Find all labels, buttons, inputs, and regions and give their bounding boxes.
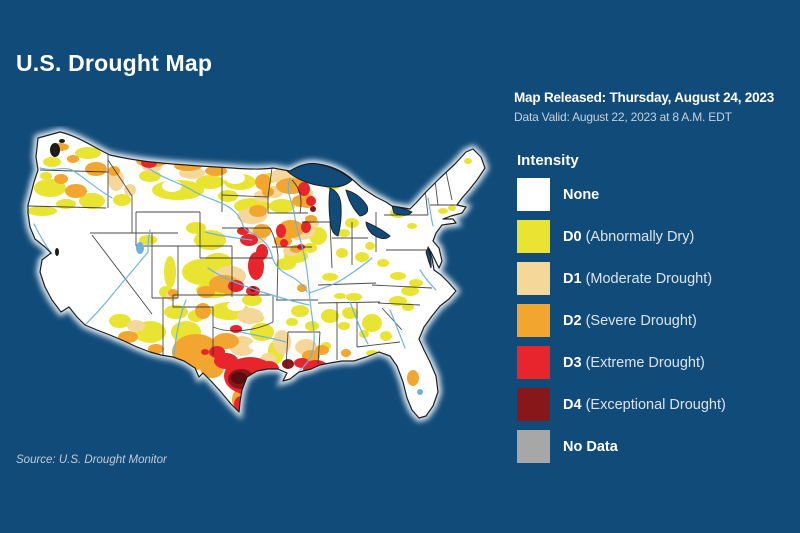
great-lakes <box>285 162 432 269</box>
swatch-d1 <box>517 262 550 295</box>
legend-title: Intensity <box>517 152 579 169</box>
legend: Intensity None D0 (Abnormally Dry) D1 (M… <box>517 152 792 472</box>
legend-code: D3 <box>563 354 582 371</box>
legend-code: No Data <box>563 438 618 455</box>
swatch-d4 <box>517 388 550 421</box>
swatch-d3 <box>517 346 550 379</box>
page-title: U.S. Drought Map <box>16 50 213 76</box>
swatch-d2 <box>517 304 550 337</box>
inland-lakes <box>136 242 423 395</box>
source-attribution: Source: U.S. Drought Monitor <box>16 454 167 466</box>
state-borders <box>28 150 458 369</box>
legend-item-none: None <box>517 178 792 211</box>
release-info: Map Released: Thursday, August 24, 2023 … <box>514 90 798 124</box>
legend-item-d0: D0 (Abnormally Dry) <box>517 220 792 253</box>
legend-item-d2: D2 (Severe Drought) <box>517 304 792 337</box>
rivers <box>33 167 437 371</box>
legend-name: (Exceptional Drought) <box>585 396 726 413</box>
swatch-none <box>517 178 550 211</box>
swatch-nodata <box>517 430 550 463</box>
swatch-d0 <box>517 220 550 253</box>
legend-name: (Extreme Drought) <box>585 354 705 371</box>
legend-code: D4 <box>563 396 582 413</box>
map-released-text: Map Released: Thursday, August 24, 2023 <box>514 90 775 105</box>
legend-code: D1 <box>563 270 582 287</box>
data-valid-text: Data Valid: August 22, 2023 at 8 A.M. ED… <box>514 110 732 124</box>
us-map-svg <box>8 126 500 456</box>
legend-name: (Severe Drought) <box>585 312 697 329</box>
legend-item-d4: D4 (Exceptional Drought) <box>517 388 792 421</box>
us-drought-map <box>8 126 500 456</box>
legend-name: (Abnormally Dry) <box>585 228 695 245</box>
legend-item-nodata: No Data <box>517 430 792 463</box>
legend-item-d3: D3 (Extreme Drought) <box>517 346 792 379</box>
legend-item-d1: D1 (Moderate Drought) <box>517 262 792 295</box>
legend-code: D2 <box>563 312 582 329</box>
legend-code: D0 <box>563 228 582 245</box>
legend-code: None <box>563 186 600 203</box>
no-data-spots <box>50 139 65 256</box>
legend-name: (Moderate Drought) <box>585 270 713 287</box>
drought-d4-core <box>231 372 247 384</box>
